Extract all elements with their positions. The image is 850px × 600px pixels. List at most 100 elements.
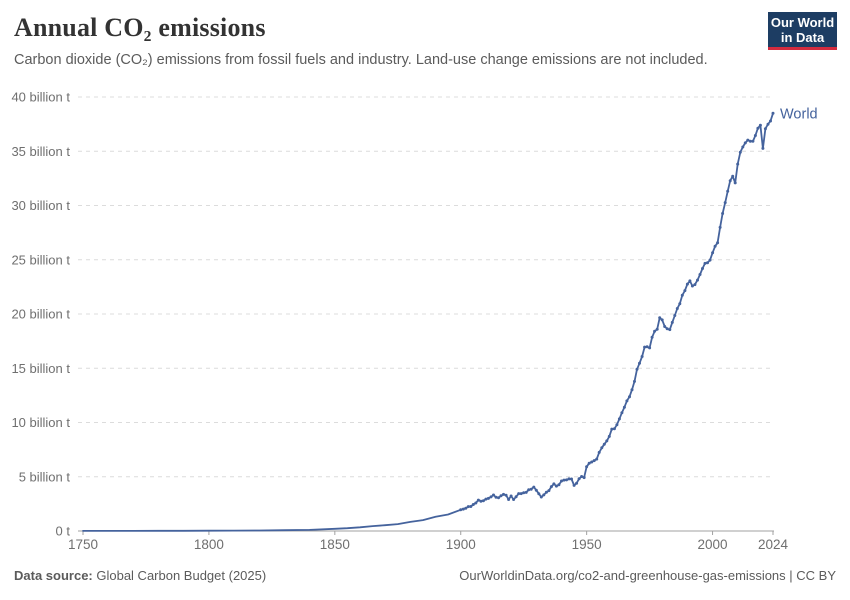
y-axis-tick-label: 35 billion t — [11, 144, 70, 159]
data-point-marker — [504, 493, 508, 497]
data-point-marker — [706, 261, 709, 265]
x-axis-tick-label: 1950 — [572, 537, 602, 552]
data-point-marker — [570, 477, 573, 481]
chart-footer: Data source: Global Carbon Budget (2025)… — [14, 568, 836, 583]
data-point-marker — [701, 267, 704, 270]
x-axis-tick-label: 1750 — [68, 537, 98, 552]
y-axis-tick-label: 5 billion t — [19, 469, 71, 484]
data-point-marker — [653, 329, 657, 333]
data-point-marker — [522, 491, 526, 495]
data-point-marker — [539, 495, 543, 499]
data-point-marker — [758, 123, 762, 127]
data-point-marker — [507, 498, 511, 501]
data-point-marker — [733, 181, 737, 185]
data-point-marker — [607, 434, 611, 438]
data-point-marker — [565, 478, 568, 482]
data-point-marker — [648, 346, 652, 350]
data-point-marker — [650, 335, 654, 339]
data-point-marker — [736, 162, 740, 166]
data-point-marker — [615, 423, 619, 427]
data-point-marker — [675, 307, 679, 310]
data-point-marker — [476, 498, 480, 502]
data-source-label: Data source: — [14, 568, 93, 583]
data-point-marker — [643, 345, 647, 349]
data-point-marker — [630, 388, 634, 392]
data-point-marker — [716, 241, 720, 245]
data-point-marker — [592, 459, 596, 463]
y-axis-tick-label: 30 billion t — [11, 198, 70, 213]
data-point-marker — [738, 150, 742, 154]
data-point-marker — [633, 379, 636, 383]
chart-subtitle: Carbon dioxide (CO₂) emissions from foss… — [14, 52, 708, 68]
data-point-marker — [617, 417, 621, 421]
data-point-marker — [534, 488, 538, 492]
data-point-marker — [595, 457, 599, 461]
data-point-marker — [597, 450, 601, 454]
data-source-value: Global Carbon Budget (2025) — [92, 568, 267, 583]
y-axis-tick-label: 15 billion t — [11, 361, 70, 376]
data-point-marker — [512, 498, 516, 501]
data-point-marker — [665, 327, 669, 331]
y-axis-tick-label: 10 billion t — [11, 415, 70, 430]
data-point-marker — [486, 496, 490, 500]
data-point-marker — [771, 111, 775, 115]
data-point-marker — [471, 503, 475, 506]
data-point-marker — [547, 489, 551, 493]
data-point-marker — [509, 494, 513, 498]
data-point-marker — [718, 225, 722, 229]
data-point-marker — [655, 327, 659, 331]
data-point-marker — [600, 446, 604, 450]
data-point-marker — [756, 126, 760, 130]
data-point-marker — [622, 405, 626, 409]
data-point-marker — [723, 201, 727, 205]
data-point-marker — [580, 475, 584, 478]
data-point-marker — [590, 460, 594, 464]
data-point-marker — [678, 302, 682, 306]
data-point-marker — [612, 427, 616, 431]
data-point-marker — [519, 492, 523, 496]
data-point-marker — [690, 284, 694, 288]
owid-logo[interactable]: Our World in Data — [768, 12, 837, 50]
data-point-marker — [668, 328, 672, 332]
y-axis-tick-label: 25 billion t — [11, 252, 70, 267]
data-point-marker — [680, 293, 684, 297]
data-point-marker — [696, 278, 699, 282]
data-point-marker — [524, 490, 528, 494]
data-point-marker — [726, 189, 730, 193]
data-point-marker — [728, 179, 732, 183]
data-point-marker — [481, 499, 485, 503]
data-point-marker — [746, 138, 750, 142]
data-point-marker — [552, 482, 556, 486]
data-point-marker — [683, 289, 687, 293]
data-point-marker — [713, 244, 717, 248]
data-point-marker — [585, 465, 589, 469]
data-point-marker — [763, 127, 767, 131]
data-point-marker — [605, 439, 609, 443]
data-point-marker — [459, 508, 463, 512]
data-point-marker — [554, 484, 558, 488]
x-axis-tick-label: 1800 — [194, 537, 224, 552]
owid-logo-line1: Our World — [770, 14, 835, 30]
data-point-marker — [751, 139, 755, 143]
data-point-marker — [464, 506, 468, 510]
data-point-marker — [635, 367, 639, 371]
data-point-marker — [711, 251, 715, 255]
data-point-marker — [532, 485, 536, 489]
y-axis-tick-label: 20 billion t — [11, 307, 70, 322]
series-label-world: World — [780, 106, 818, 122]
data-point-marker — [658, 316, 662, 320]
data-point-marker — [474, 501, 478, 505]
data-point-marker — [489, 495, 493, 499]
data-point-marker — [753, 134, 757, 137]
footer-url[interactable]: OurWorldinData.org/co2-and-greenhouse-ga… — [459, 568, 836, 583]
data-point-marker — [537, 492, 541, 496]
data-source-note: Data source: Global Carbon Budget (2025) — [14, 568, 266, 583]
data-point-marker — [517, 492, 521, 496]
data-point-marker — [625, 399, 629, 403]
data-point-marker — [575, 481, 579, 485]
data-point-marker — [685, 282, 689, 286]
data-point-marker — [638, 361, 641, 365]
data-point-marker — [544, 490, 548, 494]
